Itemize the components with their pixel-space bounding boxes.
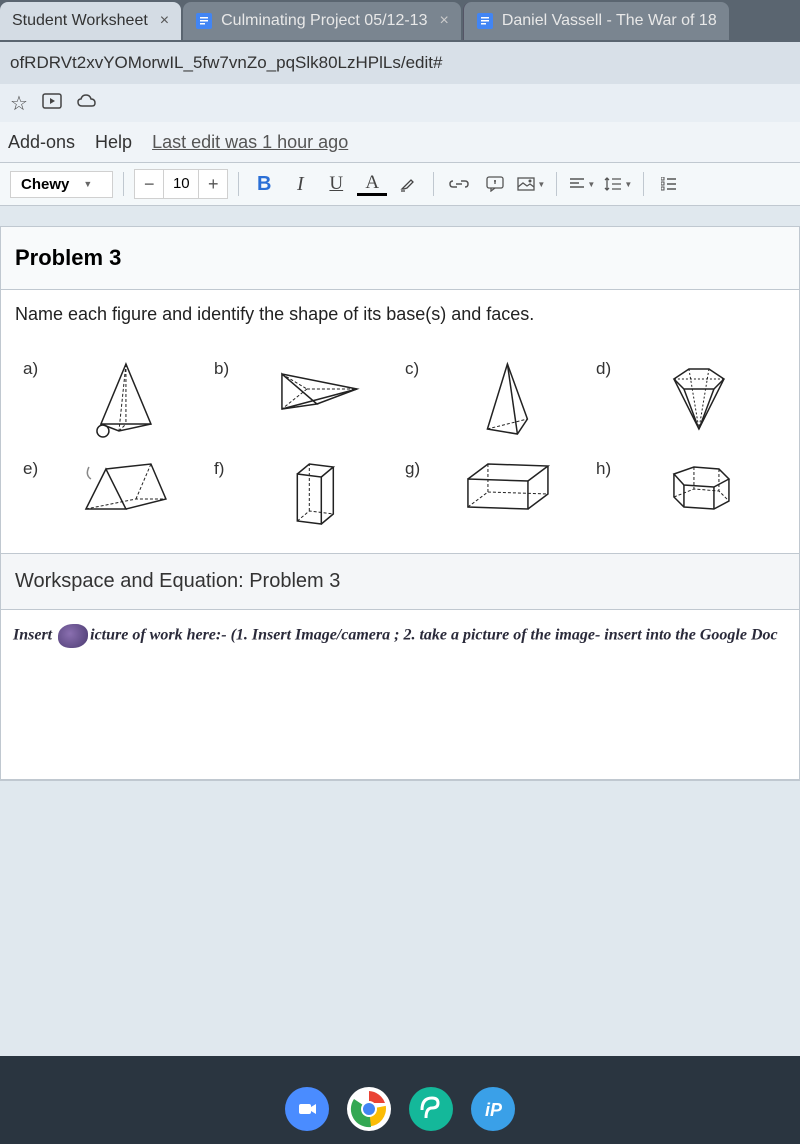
shape-h: h) [596, 459, 777, 529]
underline-button[interactable]: U [321, 169, 351, 199]
font-size-value[interactable]: 10 [163, 170, 199, 198]
shape-c: c) [405, 359, 586, 439]
bold-button[interactable]: B [249, 169, 279, 199]
comment-button[interactable] [480, 169, 510, 199]
increase-size-button[interactable]: + [199, 170, 227, 198]
tab-inactive[interactable]: Daniel Vassell - The War of 18 [463, 2, 729, 40]
present-icon[interactable] [42, 92, 62, 115]
shape-d: d) [596, 359, 777, 439]
checklist-button[interactable] [654, 169, 684, 199]
paint-icon[interactable]: iP [471, 1087, 515, 1131]
divider [123, 172, 124, 196]
menu-help[interactable]: Help [95, 132, 132, 153]
tab-title: Culminating Project 05/12-13 [221, 12, 427, 30]
shape-b: b) [214, 359, 395, 439]
close-icon[interactable]: × [439, 12, 448, 30]
divider [238, 172, 239, 196]
shape-a: a) [23, 359, 204, 439]
link-button[interactable] [444, 169, 474, 199]
divider [433, 172, 434, 196]
star-icon[interactable]: ☆ [10, 91, 28, 116]
workspace-text-pre: Insert [13, 627, 56, 644]
shape-e: e) [23, 459, 204, 529]
font-selector[interactable]: Chewy [10, 171, 113, 198]
url-text: ofRDRVt2xvYOMorwIL_5fw7vnZo_pqSlk80LzHPl… [10, 53, 442, 73]
problem-content: Name each figure and identify the shape … [1, 290, 799, 554]
shape-label: c) [405, 359, 419, 379]
tab-title: Student Worksheet [12, 12, 148, 30]
shape-label: g) [405, 459, 420, 479]
shape-label: d) [596, 359, 611, 379]
taskbar: iP [0, 1078, 800, 1140]
docs-icon [476, 12, 494, 30]
align-button[interactable] [567, 169, 597, 199]
workspace-text-mid: icture of work here:- [90, 627, 226, 644]
document-page[interactable]: Problem 3 Name each figure and identify … [0, 226, 800, 781]
font-size-control: − 10 + [134, 169, 228, 199]
tab-inactive[interactable]: Culminating Project 05/12-13 × [183, 2, 461, 40]
cloud-icon[interactable] [76, 92, 98, 115]
decrease-size-button[interactable]: − [135, 170, 163, 198]
line-spacing-button[interactable] [603, 169, 633, 199]
shape-g: g) [405, 459, 586, 529]
shape-label: a) [23, 359, 38, 379]
menu-bar: Add-ons Help Last edit was 1 hour ago [0, 122, 800, 162]
document-area: Problem 3 Name each figure and identify … [0, 206, 800, 1056]
shapes-grid: a) b) [15, 349, 785, 539]
zoom-icon[interactable] [285, 1087, 329, 1131]
docs-icon [195, 12, 213, 30]
italic-button[interactable]: I [285, 169, 315, 199]
close-icon[interactable]: × [160, 12, 169, 30]
cursor-icon [58, 624, 88, 648]
problem-instruction: Name each figure and identify the shape … [15, 304, 785, 325]
font-name: Chewy [21, 176, 69, 193]
url-bar[interactable]: ofRDRVt2xvYOMorwIL_5fw7vnZo_pqSlk80LzHPl… [0, 42, 800, 84]
shape-label: b) [214, 359, 229, 379]
shape-label: h) [596, 459, 611, 479]
workspace-title: Workspace and Equation: Problem 3 [1, 554, 799, 610]
tab-title: Daniel Vassell - The War of 18 [502, 12, 717, 30]
toolbar: Chewy − 10 + B I U A [0, 162, 800, 206]
shape-f: f) [214, 459, 395, 529]
shape-label: f) [214, 459, 224, 479]
menu-addons[interactable]: Add-ons [8, 132, 75, 153]
divider [556, 172, 557, 196]
text-color-button[interactable]: A [357, 172, 387, 196]
tab-bar: Student Worksheet × Culminating Project … [0, 0, 800, 42]
photopea-icon[interactable] [409, 1087, 453, 1131]
divider [643, 172, 644, 196]
bookmark-bar: ☆ [0, 84, 800, 122]
shape-label: e) [23, 459, 38, 479]
workspace-body[interactable]: Insert icture of work here:- (1. Insert … [1, 610, 799, 780]
svg-text:iP: iP [485, 1100, 503, 1120]
workspace-text-post: (1. Insert Image/camera ; 2. take a pict… [227, 627, 778, 644]
image-button[interactable] [516, 169, 546, 199]
highlight-button[interactable] [393, 169, 423, 199]
problem-title: Problem 3 [1, 227, 799, 290]
tab-active[interactable]: Student Worksheet × [0, 2, 181, 40]
chrome-icon[interactable] [347, 1087, 391, 1131]
last-edit-link[interactable]: Last edit was 1 hour ago [152, 132, 348, 153]
